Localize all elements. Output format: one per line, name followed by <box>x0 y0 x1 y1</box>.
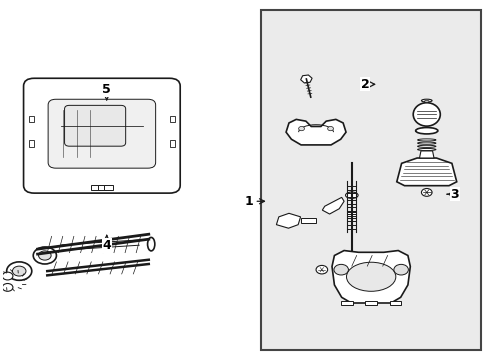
FancyBboxPatch shape <box>48 99 155 168</box>
Text: 5: 5 <box>102 83 111 100</box>
Bar <box>341 301 352 305</box>
Polygon shape <box>276 213 300 228</box>
Circle shape <box>327 126 333 131</box>
Bar <box>365 301 376 305</box>
Circle shape <box>333 264 348 275</box>
Polygon shape <box>419 151 433 158</box>
Ellipse shape <box>147 238 155 251</box>
Ellipse shape <box>412 103 439 126</box>
FancyBboxPatch shape <box>261 10 480 350</box>
Bar <box>29 140 34 147</box>
Ellipse shape <box>417 142 435 144</box>
Polygon shape <box>300 75 311 83</box>
Circle shape <box>298 126 304 131</box>
Circle shape <box>2 272 13 280</box>
Text: 4: 4 <box>102 235 111 252</box>
Text: 3: 3 <box>446 188 458 201</box>
Ellipse shape <box>417 145 435 147</box>
Circle shape <box>2 283 13 291</box>
Bar <box>347 212 355 216</box>
Polygon shape <box>322 197 344 214</box>
FancyBboxPatch shape <box>64 105 125 146</box>
Circle shape <box>39 251 51 260</box>
Ellipse shape <box>417 139 435 141</box>
Bar <box>170 140 175 147</box>
Circle shape <box>393 264 407 275</box>
Ellipse shape <box>345 192 357 198</box>
Text: 1: 1 <box>244 195 264 208</box>
Bar <box>389 301 400 305</box>
Text: 2: 2 <box>360 78 374 91</box>
Circle shape <box>12 266 26 276</box>
Bar <box>97 185 106 190</box>
Ellipse shape <box>417 148 435 150</box>
Bar <box>104 185 113 190</box>
Bar <box>29 116 34 122</box>
Bar <box>91 185 100 190</box>
Circle shape <box>7 262 32 280</box>
Bar <box>300 218 315 222</box>
Circle shape <box>33 247 56 264</box>
Ellipse shape <box>346 262 395 291</box>
Circle shape <box>315 265 327 274</box>
Polygon shape <box>331 251 409 303</box>
Polygon shape <box>285 120 346 145</box>
Bar <box>170 116 175 122</box>
Polygon shape <box>396 158 456 186</box>
Ellipse shape <box>424 100 428 102</box>
Ellipse shape <box>421 189 431 196</box>
FancyBboxPatch shape <box>23 78 180 193</box>
Ellipse shape <box>415 127 437 134</box>
Ellipse shape <box>421 99 431 102</box>
